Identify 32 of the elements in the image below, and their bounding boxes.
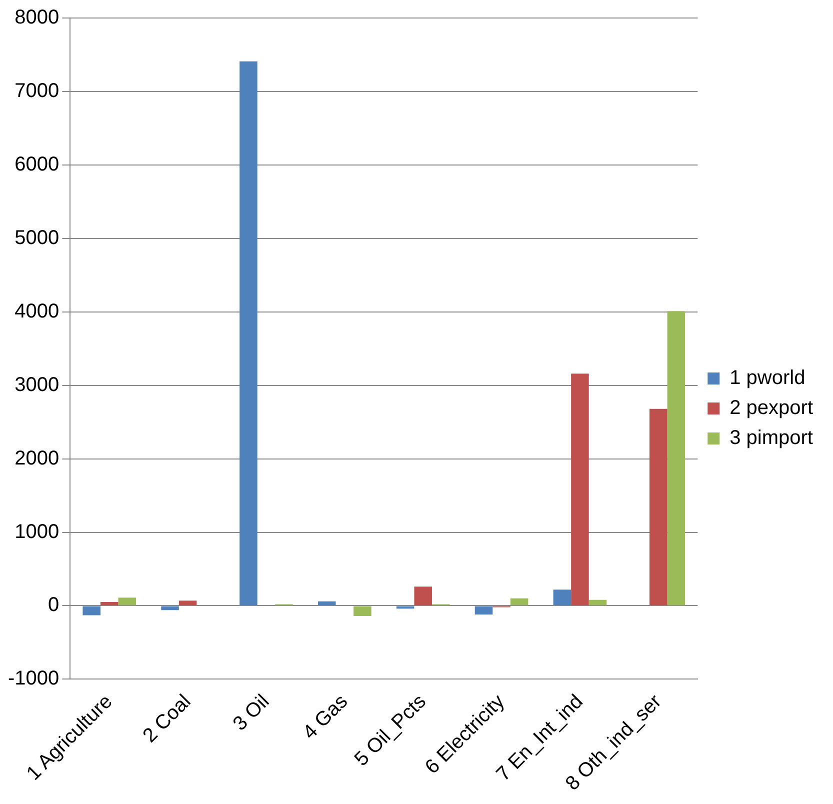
y-tick-label: 1000	[14, 520, 60, 543]
y-tick-label: 7000	[14, 80, 60, 102]
bar	[474, 606, 493, 615]
bar	[588, 600, 607, 606]
bar	[118, 598, 136, 606]
y-tick-label: 8000	[14, 6, 60, 29]
bar	[396, 606, 414, 609]
bar	[571, 374, 589, 606]
legend-label: 1 pworld	[730, 367, 806, 390]
y-tick-label: 0	[48, 594, 60, 616]
y-tick-label: 3000	[14, 374, 60, 396]
y-tick-label: 5000	[14, 226, 60, 249]
x-tick-label: 3 Oil	[229, 690, 274, 736]
legend-label: 3 pimport	[730, 427, 814, 450]
y-tick-label: 4000	[14, 300, 60, 322]
bar	[650, 408, 668, 606]
bar	[240, 61, 258, 606]
x-tick-label: 4 Gas	[298, 690, 352, 744]
bar	[161, 606, 179, 610]
y-tick-label: 6000	[14, 153, 60, 176]
legend-label: 2 pexport	[730, 397, 814, 420]
bar	[178, 600, 197, 606]
bar	[82, 606, 100, 616]
bar	[318, 601, 336, 606]
y-tick-label: 2000	[14, 447, 60, 470]
bar	[510, 598, 528, 606]
bar	[667, 311, 686, 606]
y-tick-label: -1000	[8, 668, 60, 690]
bar	[100, 602, 118, 606]
bar	[354, 606, 372, 616]
bar	[414, 586, 432, 606]
bar	[553, 590, 572, 606]
